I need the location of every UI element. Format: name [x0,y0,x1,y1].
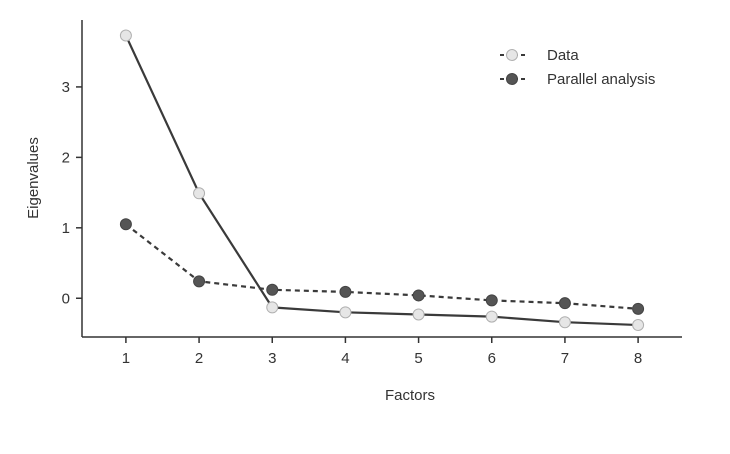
data-point-data [485,310,498,323]
data-point-parallel-analysis [193,275,206,288]
x-tick-label: 7 [561,350,569,367]
y-tick-label: 0 [62,290,70,307]
y-tick-label: 1 [62,220,70,237]
series-layer [119,29,645,332]
data-point-parallel-analysis [266,283,279,296]
x-tick-label: 2 [195,350,203,367]
x-tick-label: 4 [341,350,349,367]
legend-data-marker [506,49,518,61]
x-tick-label: 3 [268,350,276,367]
legend: Data Parallel analysis [500,47,655,88]
x-tick-label: 5 [414,350,422,367]
x-tick-label: 8 [634,350,642,367]
x-axis-title: Factors [385,387,435,404]
data-point-data [266,301,279,314]
data-point-data [193,187,206,200]
legend-parallel-marker [506,73,518,85]
data-point-parallel-analysis [412,289,425,302]
data-point-data [558,316,571,329]
data-point-parallel-analysis [558,297,571,310]
data-point-data [339,306,352,319]
x-tick-label: 1 [122,350,130,367]
x-axis-ticks: 1 2 3 4 5 6 7 8 [122,337,642,367]
legend-label-parallel-analysis: Parallel analysis [547,71,655,88]
data-point-parallel-analysis [485,294,498,307]
x-tick-label: 6 [488,350,496,367]
data-point-parallel-analysis [632,302,645,315]
y-tick-label: 2 [62,149,70,166]
y-tick-label: 3 [62,79,70,96]
y-axis-title: Eigenvalues [25,137,42,219]
data-point-data [119,29,132,42]
y-axis-ticks: 0 1 2 3 [62,79,82,307]
series-line-parallel-analysis [125,223,639,310]
data-point-parallel-analysis [119,218,132,231]
legend-label-data: Data [547,47,579,64]
data-point-data [412,308,425,321]
data-point-parallel-analysis [339,285,352,298]
data-point-data [632,319,645,332]
series-line-data [124,35,639,327]
